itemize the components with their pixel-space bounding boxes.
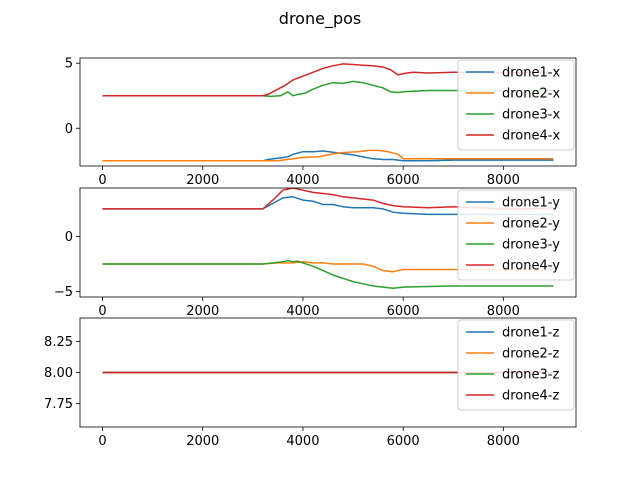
x-tick-label: 6000 — [387, 434, 420, 449]
x-tick-label: 8000 — [487, 434, 520, 449]
legend-label: drone3-x — [502, 108, 560, 123]
legend-label: drone2-x — [502, 87, 560, 102]
legend-label: drone1-z — [502, 326, 559, 341]
y-tick-label: 8.25 — [44, 335, 73, 350]
legend-label: drone2-y — [502, 217, 560, 232]
x-position-panel: 0 2000 4000 6000 800050drone1-xdrone2-xdrone… — [65, 57, 577, 188]
x-tick-label: 2000 — [186, 304, 219, 319]
x-tick-label: 8000 — [487, 304, 520, 319]
y-tick-label: 5 — [65, 57, 73, 72]
y-tick-label: 0 — [65, 122, 73, 137]
x-tick-label: 4000 — [286, 173, 319, 188]
legend-label: drone4-x — [502, 129, 560, 144]
legend-label: drone3-z — [502, 368, 559, 383]
legend-label: drone1-y — [502, 196, 560, 211]
y-tick-label: 7.75 — [44, 397, 73, 412]
legend-label: drone1-x — [502, 66, 560, 81]
legend: drone1-z drone2-z drone3-z drone4-z — [457, 319, 575, 411]
x-tick-label: 0 — [98, 173, 106, 188]
y-position-panel: 0 2000 4000 6000 80000−5drone1-ydrone2-ydron… — [54, 187, 577, 319]
x-tick-label: 2000 — [186, 173, 219, 188]
legend: drone1-x drone2-x drone3-x drone4-x — [457, 59, 575, 151]
axes-frame — [79, 57, 577, 167]
z-position-panel: 0 2000 4000 6000 80008.258.007.75drone1-zdro… — [44, 317, 577, 449]
x-tick-label: 0 — [98, 304, 106, 319]
series-line-drone1-x — [102, 150, 554, 162]
legend-label: drone3-y — [502, 238, 560, 253]
series-line-drone2-x — [102, 149, 554, 162]
legend-frame — [457, 189, 575, 281]
x-tick-label: 4000 — [286, 434, 319, 449]
x-tick-label: 6000 — [387, 173, 420, 188]
legend-frame — [457, 319, 575, 411]
legend-label: drone4-z — [502, 389, 559, 404]
x-tick-label: 6000 — [387, 304, 420, 319]
series-group — [102, 63, 554, 162]
x-tick-label: 2000 — [186, 434, 219, 449]
y-tick-label: 0 — [65, 230, 73, 245]
axes-frame — [79, 187, 577, 298]
legend-frame — [457, 59, 575, 151]
x-tick-label: 0 — [98, 434, 106, 449]
legend: drone1-y drone2-y drone3-y drone4-y — [457, 189, 575, 281]
x-tick-label: 8000 — [487, 173, 520, 188]
legend-label: drone4-y — [502, 259, 560, 274]
legend-label: drone2-z — [502, 347, 559, 362]
y-tick-label: −5 — [54, 285, 73, 300]
figure-title: drone_pos — [279, 9, 361, 29]
subplot-group: 0 2000 4000 6000 800050drone1-xdrone2-xdrone… — [44, 57, 577, 449]
series-line-drone3-y — [102, 259, 554, 289]
series-line-drone3-x — [102, 80, 554, 98]
series-line-drone4-x — [102, 63, 554, 97]
x-tick-label: 4000 — [286, 304, 319, 319]
y-tick-label: 8.00 — [44, 366, 73, 381]
